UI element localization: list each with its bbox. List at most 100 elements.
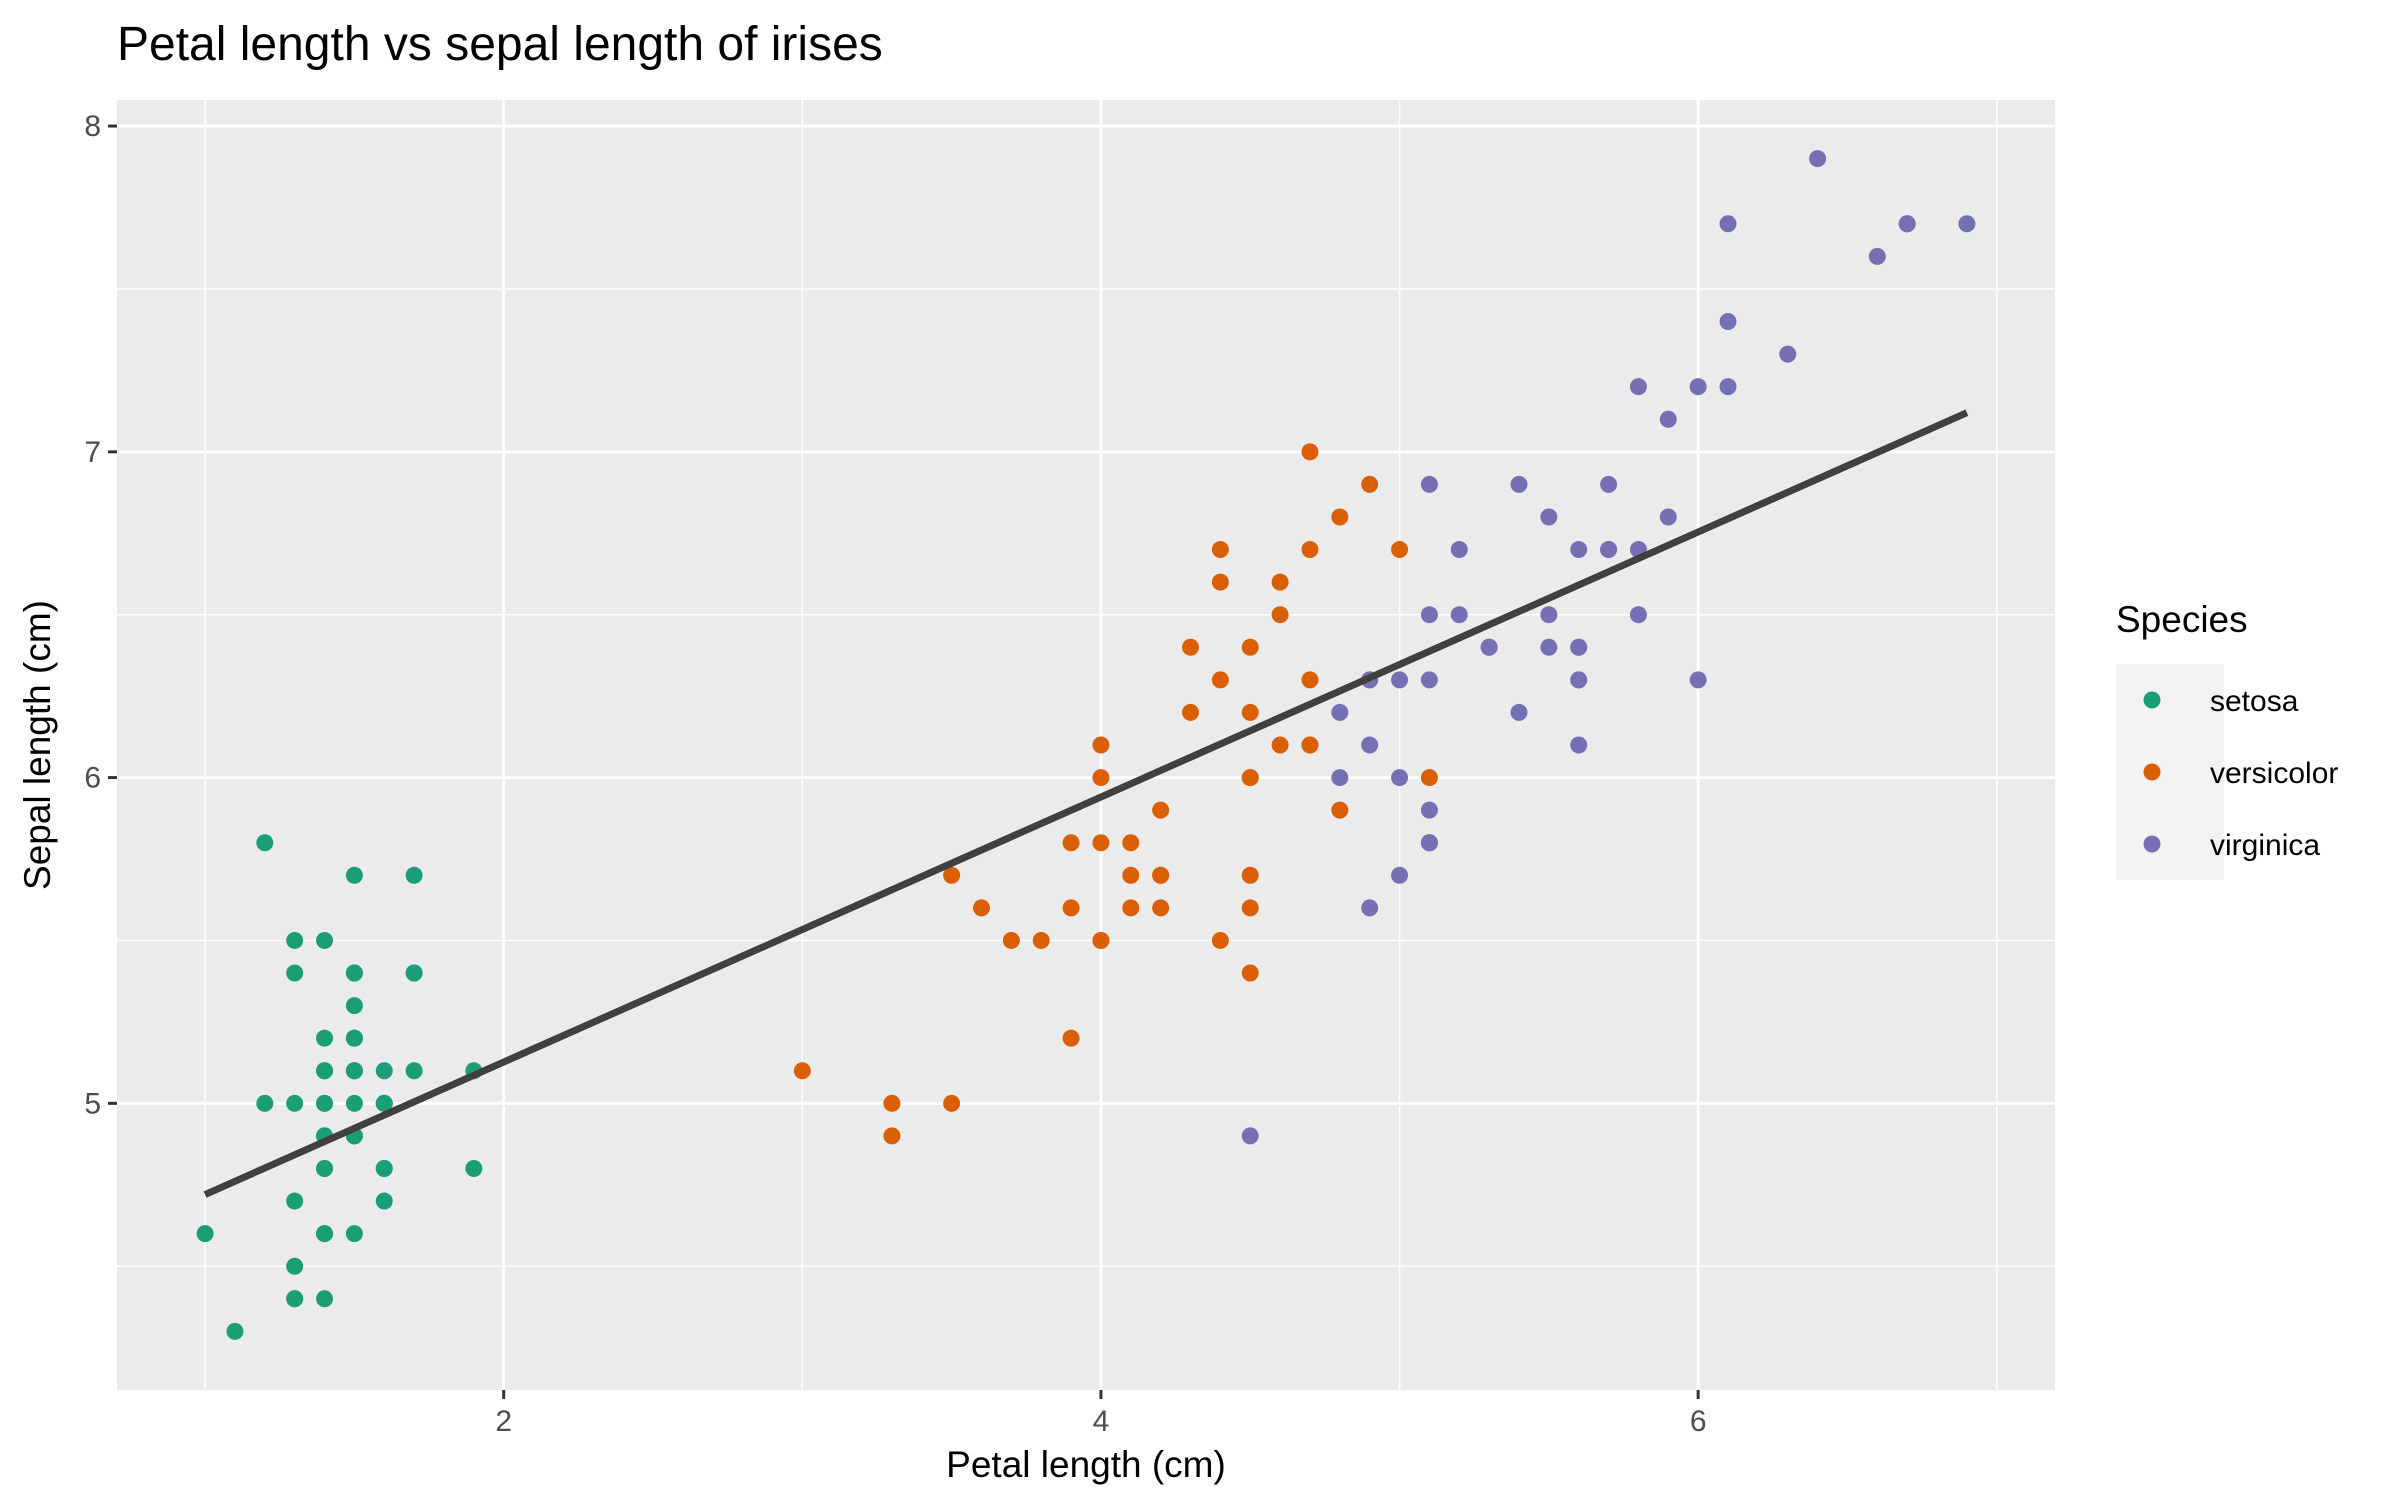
point-setosa bbox=[316, 1062, 334, 1080]
data-points bbox=[196, 150, 1976, 1340]
point-versicolor bbox=[1241, 769, 1259, 787]
point-virginica bbox=[1600, 541, 1618, 559]
point-virginica bbox=[1570, 638, 1588, 656]
point-versicolor bbox=[1152, 801, 1170, 819]
point-setosa bbox=[375, 1192, 393, 1210]
point-virginica bbox=[1420, 671, 1438, 689]
point-versicolor bbox=[1241, 866, 1259, 884]
point-versicolor bbox=[1092, 769, 1110, 787]
point-versicolor bbox=[1361, 475, 1379, 493]
point-setosa bbox=[286, 1290, 304, 1308]
point-setosa bbox=[286, 931, 304, 949]
point-virginica bbox=[1719, 215, 1737, 233]
point-setosa bbox=[405, 1062, 423, 1080]
point-versicolor bbox=[1241, 638, 1259, 656]
point-setosa bbox=[196, 1225, 214, 1243]
point-virginica bbox=[1659, 410, 1677, 428]
point-versicolor bbox=[1331, 801, 1349, 819]
point-setosa bbox=[316, 1225, 334, 1243]
point-setosa bbox=[286, 1094, 304, 1112]
point-versicolor bbox=[1062, 834, 1080, 852]
legend-key-background bbox=[2116, 664, 2224, 880]
legend-title: Species bbox=[2116, 599, 2248, 640]
point-virginica bbox=[1450, 606, 1468, 624]
point-setosa bbox=[345, 1094, 363, 1112]
point-versicolor bbox=[1092, 736, 1110, 754]
point-versicolor bbox=[1152, 899, 1170, 917]
regression-line bbox=[203, 409, 1969, 1198]
point-virginica bbox=[1420, 801, 1438, 819]
point-versicolor bbox=[1301, 443, 1319, 461]
point-setosa bbox=[286, 1192, 304, 1210]
point-virginica bbox=[1391, 769, 1409, 787]
point-setosa bbox=[405, 866, 423, 884]
point-virginica bbox=[1689, 671, 1707, 689]
point-versicolor bbox=[1301, 671, 1319, 689]
point-virginica bbox=[1898, 215, 1916, 233]
point-setosa bbox=[256, 1094, 274, 1112]
plot-panel bbox=[117, 100, 2055, 1390]
y-axis-title: Sepal length (cm) bbox=[17, 600, 58, 890]
point-versicolor bbox=[1301, 541, 1319, 559]
point-setosa bbox=[405, 964, 423, 982]
y-tick-label: 6 bbox=[84, 762, 101, 795]
point-versicolor bbox=[1182, 703, 1200, 721]
point-setosa bbox=[465, 1159, 483, 1177]
point-virginica bbox=[1659, 508, 1677, 526]
point-setosa bbox=[375, 1094, 393, 1112]
legend-label: versicolor bbox=[2210, 757, 2338, 790]
legend-label: setosa bbox=[2210, 685, 2299, 718]
point-versicolor bbox=[1271, 606, 1289, 624]
legend-item-setosa: setosa bbox=[2143, 685, 2299, 718]
point-virginica bbox=[1510, 703, 1528, 721]
point-setosa bbox=[286, 964, 304, 982]
point-setosa bbox=[375, 1062, 393, 1080]
point-versicolor bbox=[1241, 703, 1259, 721]
point-virginica bbox=[1331, 703, 1349, 721]
point-versicolor bbox=[883, 1094, 901, 1112]
point-versicolor bbox=[1152, 866, 1170, 884]
point-virginica bbox=[1600, 475, 1618, 493]
point-versicolor bbox=[1062, 899, 1080, 917]
point-virginica bbox=[1868, 247, 1886, 265]
point-versicolor bbox=[1122, 834, 1140, 852]
point-setosa bbox=[316, 931, 334, 949]
series-setosa bbox=[196, 834, 483, 1340]
point-versicolor bbox=[943, 866, 961, 884]
point-virginica bbox=[1420, 606, 1438, 624]
point-virginica bbox=[1331, 769, 1349, 787]
y-tick-label: 8 bbox=[84, 110, 101, 143]
point-versicolor bbox=[943, 1094, 961, 1112]
point-versicolor bbox=[1211, 931, 1229, 949]
y-tick-label: 5 bbox=[84, 1087, 101, 1120]
point-setosa bbox=[256, 834, 274, 852]
minor-gridlines bbox=[117, 100, 2055, 1390]
point-setosa bbox=[345, 866, 363, 884]
point-versicolor bbox=[883, 1127, 901, 1145]
point-virginica bbox=[1391, 671, 1409, 689]
point-virginica bbox=[1719, 313, 1737, 331]
legend-item-virginica: virginica bbox=[2143, 829, 2320, 862]
point-versicolor bbox=[1211, 541, 1229, 559]
point-versicolor bbox=[1032, 931, 1050, 949]
point-virginica bbox=[1779, 345, 1797, 363]
x-tick-label: 6 bbox=[1690, 1405, 1707, 1438]
series-virginica bbox=[1241, 150, 1976, 1145]
major-gridlines bbox=[117, 100, 2055, 1390]
point-versicolor bbox=[1002, 931, 1020, 949]
point-versicolor bbox=[1420, 769, 1438, 787]
legend: Species setosa versicolor virginica bbox=[2116, 599, 2338, 880]
point-versicolor bbox=[1331, 508, 1349, 526]
point-versicolor bbox=[1271, 736, 1289, 754]
point-virginica bbox=[1629, 378, 1647, 396]
point-virginica bbox=[1361, 899, 1379, 917]
point-virginica bbox=[1570, 541, 1588, 559]
point-setosa bbox=[316, 1290, 334, 1308]
series-versicolor bbox=[793, 443, 1438, 1145]
chart-title: Petal length vs sepal length of irises bbox=[117, 18, 883, 71]
point-setosa bbox=[316, 1094, 334, 1112]
point-virginica bbox=[1540, 606, 1558, 624]
point-setosa bbox=[286, 1257, 304, 1275]
point-versicolor bbox=[1241, 964, 1259, 982]
